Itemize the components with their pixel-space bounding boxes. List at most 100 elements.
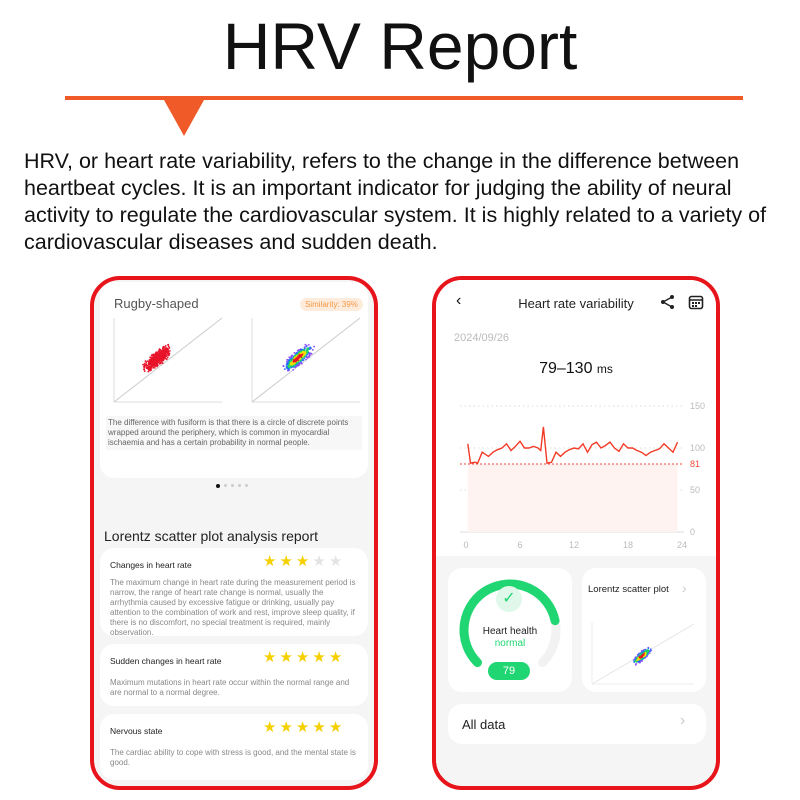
dot[interactable] [231,484,234,487]
range-readout: 79–130 ms [436,360,716,378]
scatter-point [149,367,152,370]
scatter-point [303,346,306,349]
y-tick-label: 50 [690,485,700,495]
report-item: Changes in heart rate ★ ★ ★ ★ ★ The maximum … [100,548,368,637]
scatter-point [292,368,295,371]
scatter-point [294,363,296,366]
nav-title: Heart rate variability [518,296,634,311]
scatter-point [643,655,645,658]
lorentz-card[interactable]: Lorentz scatter plot › [582,568,706,692]
scatter-point [635,660,638,663]
scatter-point [296,361,299,364]
scatter-point [299,357,302,360]
star-icon: ★ [279,719,293,736]
scatter-point [143,370,146,373]
scatter-point [152,364,155,367]
scatter-point [154,357,157,360]
scatter-point [640,658,643,661]
health-gauge [459,579,561,668]
scatter-point [291,363,293,366]
carousel-dots[interactable] [216,484,248,488]
scatter-point [306,350,309,353]
all-data-row[interactable]: All data › [448,704,706,744]
scatter-left-axes [113,317,223,403]
star-icon: ★ [279,553,293,570]
scatter-point [143,362,146,365]
scatter-point [167,354,170,357]
phone-left: Rugby-shaped Similarity: 39% The differe… [90,276,378,790]
scatter-point [152,366,155,369]
scatter-point [298,364,300,367]
scatter-point [166,350,168,353]
scatter-point [296,349,299,352]
scatter-point [295,351,298,354]
scatter-point [294,359,297,362]
scatter-point [143,366,146,369]
x-tick-label: 24 [677,540,687,550]
scatter-thumbnails [113,317,361,403]
dot[interactable] [238,484,241,487]
star-icon: ★ [263,649,277,666]
range-unit: ms [596,362,613,376]
scatter-point [285,365,288,368]
chevron-right-icon[interactable]: › [680,712,686,729]
scatter-point [637,657,640,660]
share-icon[interactable] [660,294,676,310]
page-title: HRV Report [222,9,578,83]
scatter-point [300,354,303,357]
report-item-title: Changes in heart rate [110,560,192,570]
scatter-point [283,368,286,371]
x-tick-label: 0 [463,540,468,550]
scatter-point [166,356,169,359]
scatter-point [165,347,168,350]
hrv-line-chart: 0 50 100 150 0 6 12 18 24 81 [460,401,705,550]
scatter-point [162,351,165,354]
scatter-point [156,362,159,365]
star-rating: ★ ★ ★ ★ ★ [260,718,342,737]
scatter-point [167,345,170,348]
scatter-point [149,369,151,372]
dot[interactable] [224,484,227,487]
star-icon: ★ [279,649,293,666]
scatter-point [308,354,311,357]
scatter-point [152,353,155,356]
scatter-point [296,353,298,356]
calendar-icon[interactable] [688,294,704,310]
shape-card[interactable]: Rugby-shaped Similarity: 39% The differe… [100,282,368,478]
chevron-left-icon[interactable]: ‹ [456,292,462,309]
scatter-point [638,655,641,658]
scatter-point [158,349,161,351]
scatter-point [161,349,164,351]
scatter-point [649,650,652,653]
scatter-point [294,366,297,369]
scatter-point [299,350,302,353]
scatter-point [646,649,649,652]
scatter-point [308,355,311,358]
scatter-point [286,363,289,365]
report-item-text: The maximum change in heart rate during … [110,578,356,637]
health-label: Heart health [482,626,538,637]
scatter-point [637,660,640,663]
scatter-point [287,366,290,369]
heart-health-card[interactable]: ✓ Heart health normal 79 [448,568,572,692]
scatter-point [295,365,298,368]
report-item-title: Sudden changes in heart rate [110,656,222,666]
star-icon: ★ [312,719,326,736]
dot-active[interactable] [216,484,220,488]
chevron-right-icon[interactable]: › [682,580,687,596]
scatter-point [147,364,150,366]
scatter-point [151,361,154,364]
star-icon: ★ [263,553,277,570]
dot[interactable] [245,484,248,487]
scatter-point [297,357,300,360]
scatter-point [303,351,306,354]
scatter-point [306,347,309,350]
scatter-point [640,653,642,656]
scatter-point [159,361,162,364]
intro-text: HRV, or heart rate variability, refers t… [24,149,767,254]
health-score: 79 [488,662,530,680]
scatter-point [287,368,290,371]
report-item-title: Nervous state [110,726,163,736]
star-rating: ★ ★ ★ ★ ★ [260,648,342,667]
star-icon: ★ [295,649,310,666]
